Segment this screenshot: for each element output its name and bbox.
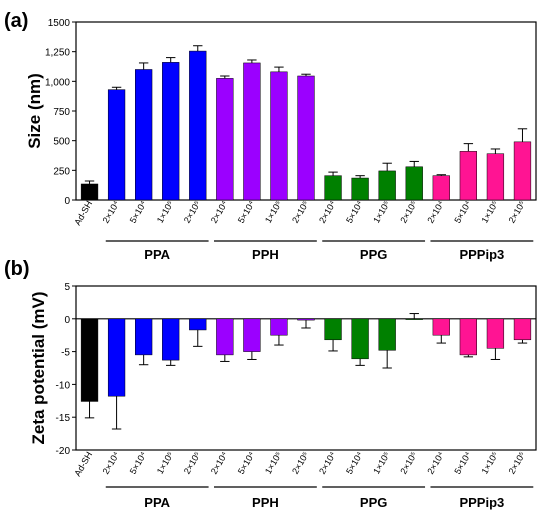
group-label-ppg: PPG	[360, 495, 387, 510]
bar-12	[405, 166, 423, 201]
bar-8	[297, 75, 315, 201]
y-axis-label: Zeta potential (mV)	[29, 291, 48, 444]
bar-5	[216, 78, 234, 201]
bar-11	[378, 318, 396, 351]
x-tick-label-7: 1×10⁵	[263, 199, 284, 225]
x-tick-label-6: 5×10⁴	[236, 199, 257, 225]
chart-panel-b: (b) Zeta potential (mV) 5 0 -5 -10 -15 -20 Ad-SH…	[4, 258, 537, 510]
x-tick-label-9: 2×10⁴	[317, 450, 338, 476]
x-tick-label-10: 5×10⁴	[344, 199, 365, 225]
group-label-pppip3: PPPip3	[459, 495, 504, 510]
y-tick-label: -15	[56, 413, 71, 424]
plot-frame	[75, 285, 537, 451]
bar-13	[432, 318, 450, 336]
x-tick-label-12: 2×10⁵	[398, 450, 419, 476]
x-tick-label-16: 2×10⁵	[507, 450, 528, 476]
x-tick-label-11: 1×10⁵	[371, 199, 392, 225]
x-tick-label-4: 2×10⁵	[182, 199, 203, 225]
x-tick-label-2: 5×10⁴	[128, 199, 149, 225]
y-tick-label: 5	[64, 282, 70, 293]
y-tick-label: 1500	[48, 18, 71, 29]
x-tick-label-1: 2×10⁴	[101, 450, 122, 476]
bar-4	[189, 318, 207, 331]
y-tick-label: 1,250	[45, 48, 70, 59]
bar-13	[432, 175, 450, 201]
bar-16	[513, 318, 532, 341]
x-tick-label-9: 2×10⁴	[317, 199, 338, 225]
x-tick-label-0: Ad-SH	[72, 450, 94, 478]
x-tick-label-6: 5×10⁴	[236, 450, 257, 476]
y-tick-label: -5	[61, 348, 70, 359]
x-tick-label-7: 1×10⁵	[263, 450, 284, 476]
bar-9	[324, 175, 342, 201]
x-tick-label-10: 5×10⁴	[344, 450, 365, 476]
bar-6	[243, 62, 261, 201]
y-tick-label: 1,000	[45, 77, 70, 88]
chart-panel-a: (a) Size (nm) 0 250 500 750 1,000 1,250 1500 Ad-S…	[4, 10, 537, 262]
bar-4	[189, 50, 207, 201]
x-tick-label-4: 2×10⁵	[182, 450, 203, 476]
x-tick-label-3: 1×10⁵	[155, 450, 176, 476]
panel-label: (b)	[4, 258, 30, 280]
bar-1	[107, 89, 126, 201]
y-tick-label: -10	[56, 380, 71, 391]
bar-15	[486, 318, 505, 349]
panel-label: (a)	[4, 10, 28, 32]
bar-14	[459, 151, 477, 201]
group-label-pph: PPH	[252, 495, 279, 510]
y-tick-label: 250	[53, 166, 70, 177]
bar-2	[135, 69, 153, 201]
x-tick-label-5: 2×10⁴	[209, 450, 230, 476]
bar-7	[270, 71, 288, 201]
bar-2	[135, 318, 153, 356]
bar-8	[297, 318, 315, 321]
bar-10	[351, 318, 369, 360]
y-tick-label: 0	[64, 196, 70, 207]
group-label-ppa: PPA	[144, 495, 170, 510]
bar-5	[216, 318, 234, 356]
y-axis-label: Size (nm)	[25, 73, 44, 149]
bar-1	[107, 318, 126, 397]
x-tick-label-15: 1×10⁵	[479, 450, 500, 476]
bar-16	[513, 141, 532, 201]
x-tick-label-2: 5×10⁴	[128, 450, 149, 476]
bar-0	[80, 183, 99, 201]
bar-6	[243, 318, 261, 352]
group-label-ppa: PPA	[144, 247, 170, 262]
group-label-ppg: PPG	[360, 247, 387, 262]
x-tick-label-8: 2×10⁵	[290, 199, 311, 225]
bar-7	[270, 318, 288, 336]
group-label-pppip3: PPPip3	[459, 247, 504, 262]
x-tick-label-5: 2×10⁴	[209, 199, 230, 225]
bar-11	[378, 170, 396, 201]
bar-10	[351, 177, 369, 201]
x-tick-label-12: 2×10⁵	[398, 199, 419, 225]
x-tick-label-0: Ad-SH	[72, 199, 94, 227]
x-tick-label-14: 5×10⁴	[452, 199, 473, 225]
group-label-pph: PPH	[252, 247, 279, 262]
y-tick-label: 0	[64, 315, 70, 326]
y-tick-label: -20	[56, 446, 71, 457]
x-tick-label-15: 1×10⁵	[479, 199, 500, 225]
y-tick-label: 750	[53, 107, 70, 118]
x-tick-label-13: 2×10⁴	[425, 199, 446, 225]
bar-15	[486, 153, 505, 201]
x-tick-label-16: 2×10⁵	[507, 199, 528, 225]
x-tick-label-8: 2×10⁵	[290, 450, 311, 476]
bar-0	[80, 318, 99, 402]
bar-9	[324, 318, 342, 341]
bar-3	[162, 318, 180, 361]
x-tick-label-14: 5×10⁴	[452, 450, 473, 476]
y-tick-label: 500	[53, 137, 70, 148]
bar-14	[459, 318, 477, 356]
x-tick-label-13: 2×10⁴	[425, 450, 446, 476]
x-tick-label-3: 1×10⁵	[155, 199, 176, 225]
x-tick-label-1: 2×10⁴	[101, 199, 122, 225]
bar-12	[405, 318, 423, 320]
x-tick-label-11: 1×10⁵	[371, 450, 392, 476]
bar-3	[162, 62, 180, 201]
